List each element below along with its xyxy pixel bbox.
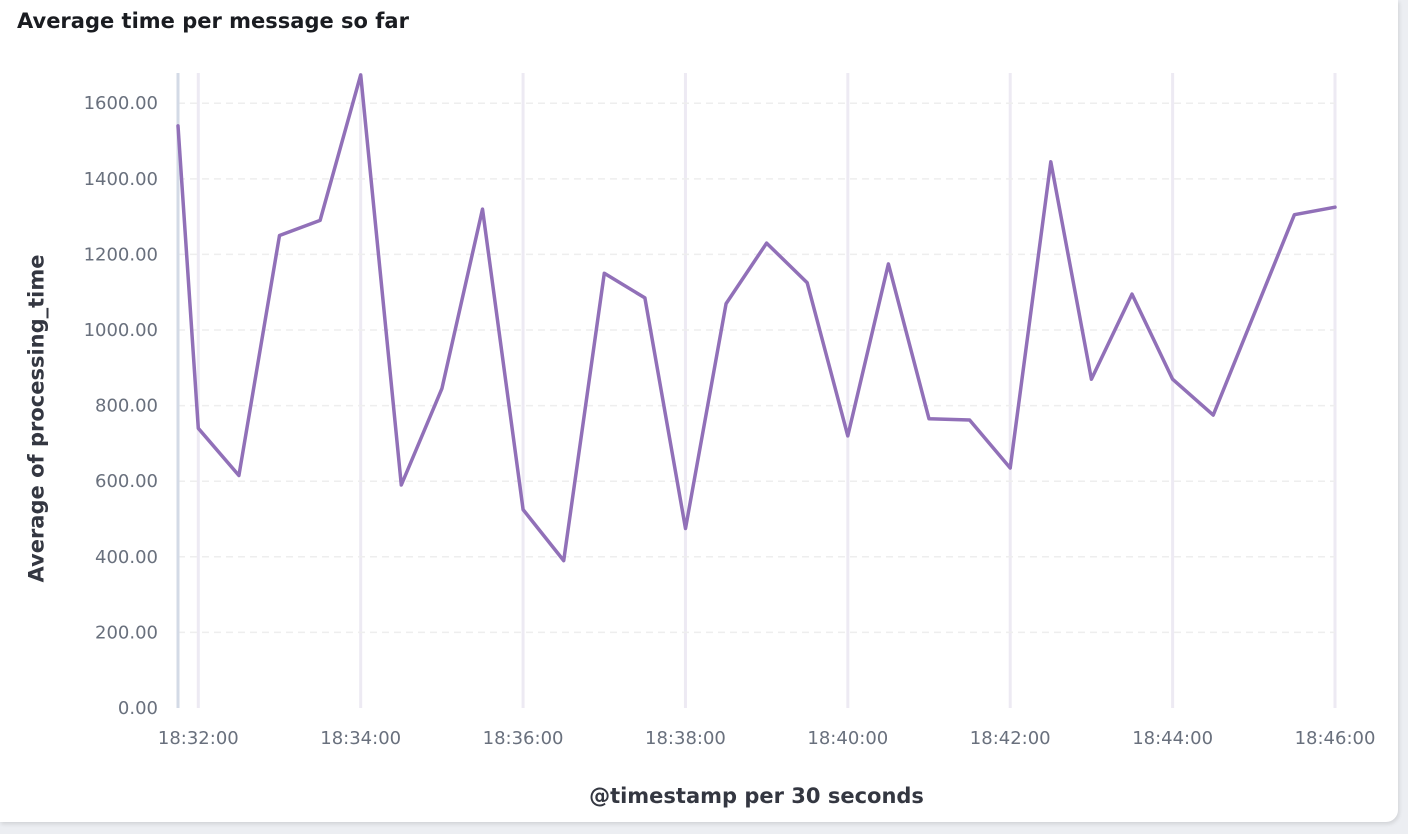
y-tick-label: 1400.00: [84, 169, 158, 190]
visualization-panel: Average time per message so far 0.00 200.…: [0, 0, 1398, 822]
x-tick-label: 18:34:00: [320, 728, 401, 749]
y-tick-label: 400.00: [95, 547, 158, 568]
y-tick-label: 200.00: [95, 622, 158, 643]
panel-title: Average time per message so far: [17, 9, 409, 33]
horizontal-gridlines: [178, 102, 1335, 634]
y-tick-label: 1600.00: [84, 93, 158, 114]
y-tick-label: 0.00: [118, 698, 158, 719]
x-axis-title: @timestamp per 30 seconds: [589, 784, 924, 808]
x-tick-label: 18:44:00: [1132, 728, 1213, 749]
line-chart: 0.00 200.00 400.00 600.00 800.00 1000.00 1200.…: [24, 73, 1376, 808]
y-tick-label: 600.00: [95, 471, 158, 492]
y-axis-title: Average of processing_time: [24, 255, 48, 583]
x-tick-label: 18:42:00: [970, 728, 1051, 749]
y-tick-label: 1000.00: [84, 320, 158, 341]
series-line[interactable]: [176, 73, 1337, 563]
x-axis-ticks: 18:32:00 18:34:00 18:36:00 18:38:00 18:40:00…: [158, 728, 1376, 749]
x-tick-label: 18:46:00: [1295, 728, 1376, 749]
x-tick-label: 18:32:00: [158, 728, 239, 749]
y-tick-label: 1200.00: [84, 244, 158, 265]
x-tick-label: 18:40:00: [807, 728, 888, 749]
x-tick-label: 18:38:00: [645, 728, 726, 749]
x-tick-label: 18:36:00: [483, 728, 564, 749]
y-axis-ticks: 0.00 200.00 400.00 600.00 800.00 1000.00 1200.…: [84, 93, 158, 719]
y-tick-label: 800.00: [95, 396, 158, 417]
